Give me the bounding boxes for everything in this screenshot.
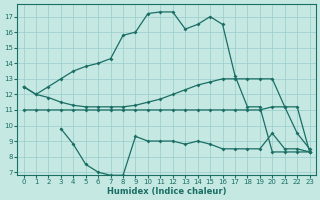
- X-axis label: Humidex (Indice chaleur): Humidex (Indice chaleur): [107, 187, 226, 196]
